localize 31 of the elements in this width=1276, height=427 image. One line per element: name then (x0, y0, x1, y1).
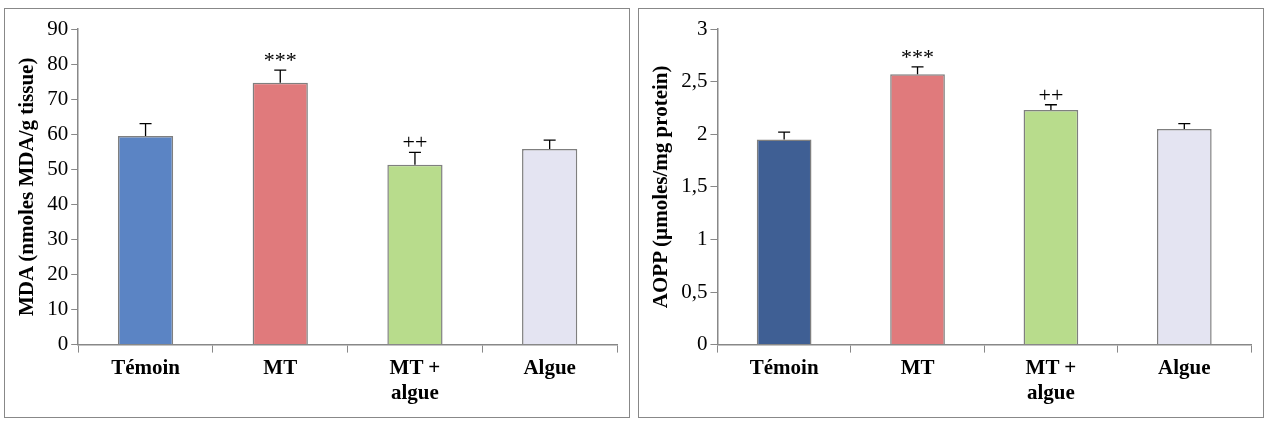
y-tick-label: 0 (696, 331, 708, 356)
y-tick-label: 80 (47, 50, 69, 75)
y-tick-label: 0 (57, 331, 69, 356)
y-tick-label: 50 (47, 155, 69, 180)
x-tick-label: MT + algue (1025, 354, 1077, 404)
y-tick-label: 3 (696, 15, 708, 40)
y-tick-label: 40 (47, 190, 69, 215)
annotation: ++ (402, 129, 428, 155)
y-tick-label: 2 (696, 120, 708, 145)
y-tick-label: 0,5 (681, 278, 708, 303)
y-tick-label: 90 (47, 15, 69, 40)
annotation: ++ (1038, 81, 1064, 107)
annotation: *** (263, 46, 297, 72)
y-tick-label: 1,5 (681, 173, 708, 198)
x-tick-label: Algue (1158, 354, 1211, 379)
y-tick-label: 30 (47, 225, 69, 250)
y-tick-label: 2,5 (681, 68, 708, 93)
x-tick-label: MT + algue (389, 354, 441, 404)
y-tick-label: 1 (696, 225, 708, 250)
annotation: *** (901, 43, 935, 69)
x-tick-label: Témoin (749, 354, 819, 379)
y-tick-label: 70 (47, 85, 69, 110)
y-axis-title: MDA (nmoles MDA/g tissue) (14, 57, 39, 316)
x-tick-label: Témoin (111, 354, 181, 379)
y-tick-label: 60 (47, 120, 69, 145)
y-tick-label: 10 (47, 296, 69, 321)
x-tick-label: MT (900, 354, 935, 379)
x-tick-label: Algue (523, 354, 576, 379)
x-tick-label: MT (263, 354, 298, 379)
y-axis-title: AOPP (µmoles/mg protein) (648, 65, 673, 309)
y-tick-label: 20 (47, 260, 69, 285)
